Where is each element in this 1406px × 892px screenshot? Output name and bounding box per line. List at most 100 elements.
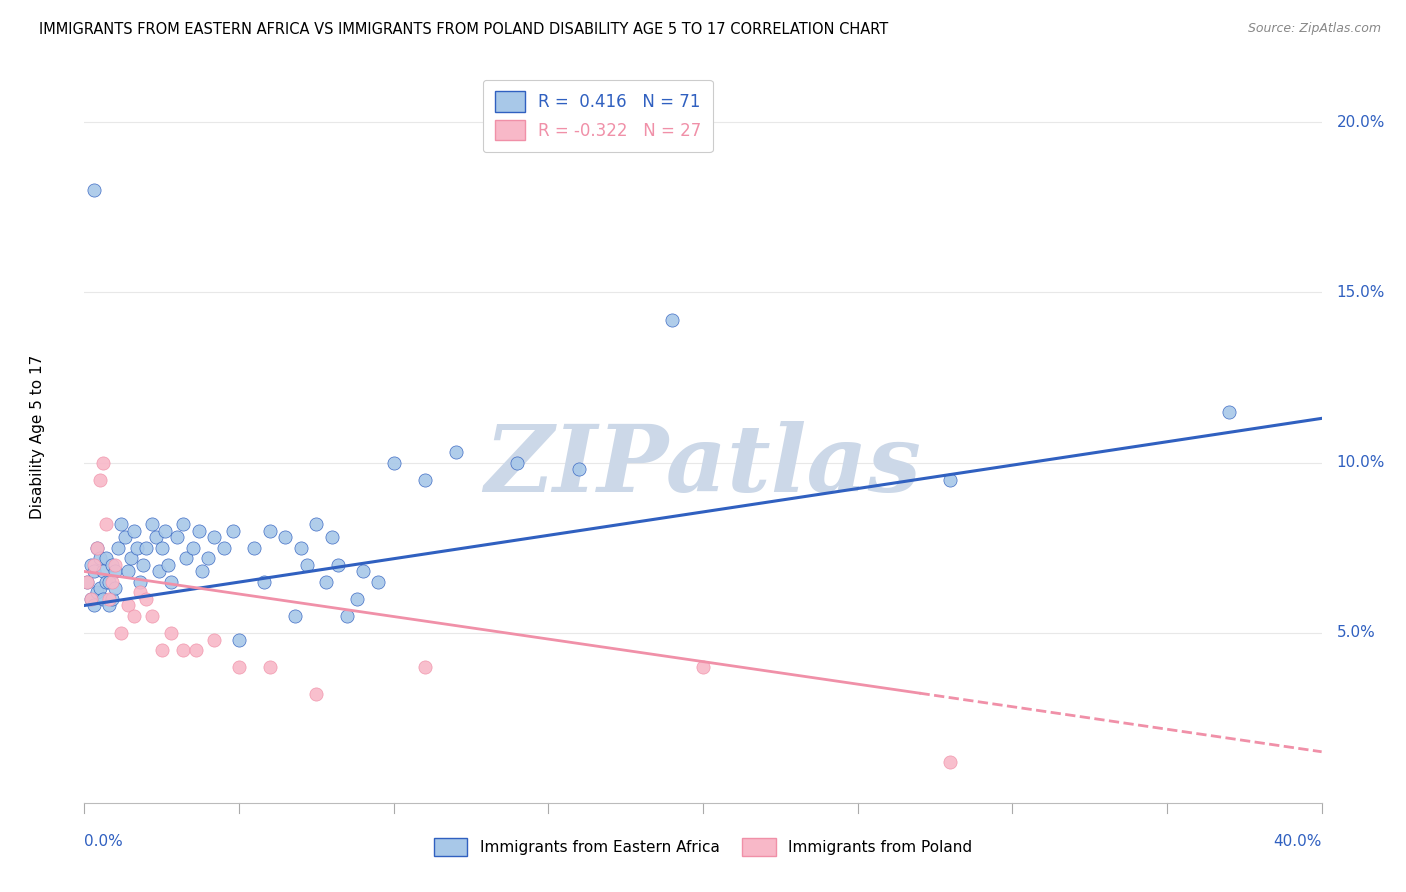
Point: [117, 599, 139, 613]
Point: [129, 574, 152, 589]
Point: [172, 516, 194, 531]
Point: [86, 541, 108, 555]
Text: 20.0%: 20.0%: [1337, 115, 1385, 130]
Point: [160, 574, 183, 589]
Point: [184, 642, 207, 657]
Point: [153, 524, 176, 538]
Point: [79, 591, 101, 606]
Point: [176, 550, 198, 565]
Point: [91, 565, 114, 579]
Text: 5.0%: 5.0%: [1337, 625, 1375, 640]
Point: [197, 550, 219, 565]
Point: [321, 531, 343, 545]
Point: [444, 445, 467, 459]
Point: [150, 642, 173, 657]
Point: [692, 659, 714, 673]
Point: [107, 541, 129, 555]
Point: [117, 565, 139, 579]
Point: [101, 558, 124, 572]
Point: [150, 541, 173, 555]
Text: Disability Age 5 to 17: Disability Age 5 to 17: [30, 355, 45, 519]
Point: [94, 574, 117, 589]
Point: [413, 473, 436, 487]
Point: [83, 565, 105, 579]
Point: [104, 558, 127, 572]
Point: [98, 574, 121, 589]
Point: [228, 659, 250, 673]
Point: [91, 591, 114, 606]
Point: [346, 591, 368, 606]
Legend: R =  0.416   N = 71, R = -0.322   N = 27: R = 0.416 N = 71, R = -0.322 N = 27: [482, 79, 713, 152]
Point: [79, 558, 101, 572]
Point: [187, 524, 209, 538]
Point: [114, 531, 136, 545]
Point: [89, 550, 111, 565]
Point: [172, 642, 194, 657]
Point: [1218, 404, 1240, 418]
Point: [122, 608, 145, 623]
Legend: Immigrants from Eastern Africa, Immigrants from Poland: Immigrants from Eastern Africa, Immigran…: [427, 832, 979, 862]
Point: [83, 599, 105, 613]
Point: [122, 524, 145, 538]
Text: ZIPatlas: ZIPatlas: [485, 421, 921, 511]
Point: [89, 473, 111, 487]
Point: [661, 312, 683, 326]
Point: [156, 558, 179, 572]
Point: [212, 541, 235, 555]
Text: 40.0%: 40.0%: [1274, 833, 1322, 848]
Point: [305, 687, 328, 701]
Point: [101, 591, 124, 606]
Point: [86, 585, 108, 599]
Point: [336, 608, 359, 623]
Point: [939, 473, 962, 487]
Point: [91, 456, 114, 470]
Point: [290, 541, 312, 555]
Point: [259, 659, 281, 673]
Point: [76, 574, 98, 589]
Point: [145, 531, 167, 545]
Point: [104, 582, 127, 596]
Point: [98, 591, 121, 606]
Point: [141, 516, 163, 531]
Point: [382, 456, 405, 470]
Point: [367, 574, 389, 589]
Point: [315, 574, 337, 589]
Point: [284, 608, 307, 623]
Point: [191, 565, 214, 579]
Point: [939, 755, 962, 769]
Point: [76, 574, 98, 589]
Point: [160, 625, 183, 640]
Point: [94, 516, 117, 531]
Point: [125, 541, 148, 555]
Point: [98, 599, 121, 613]
Point: [181, 541, 204, 555]
Point: [202, 632, 225, 647]
Point: [86, 541, 108, 555]
Point: [110, 625, 132, 640]
Point: [253, 574, 276, 589]
Point: [148, 565, 170, 579]
Point: [132, 558, 155, 572]
Point: [228, 632, 250, 647]
Point: [295, 558, 318, 572]
Point: [83, 183, 105, 197]
Point: [135, 591, 157, 606]
Point: [101, 574, 124, 589]
Point: [326, 558, 349, 572]
Point: [79, 591, 101, 606]
Point: [274, 531, 297, 545]
Point: [120, 550, 142, 565]
Point: [141, 608, 163, 623]
Point: [135, 541, 157, 555]
Text: 10.0%: 10.0%: [1337, 455, 1385, 470]
Point: [305, 516, 328, 531]
Text: 15.0%: 15.0%: [1337, 285, 1385, 300]
Text: Source: ZipAtlas.com: Source: ZipAtlas.com: [1247, 22, 1381, 36]
Point: [110, 516, 132, 531]
Point: [568, 462, 591, 476]
Point: [89, 582, 111, 596]
Point: [222, 524, 245, 538]
Point: [83, 558, 105, 572]
Point: [352, 565, 374, 579]
Text: 0.0%: 0.0%: [84, 833, 124, 848]
